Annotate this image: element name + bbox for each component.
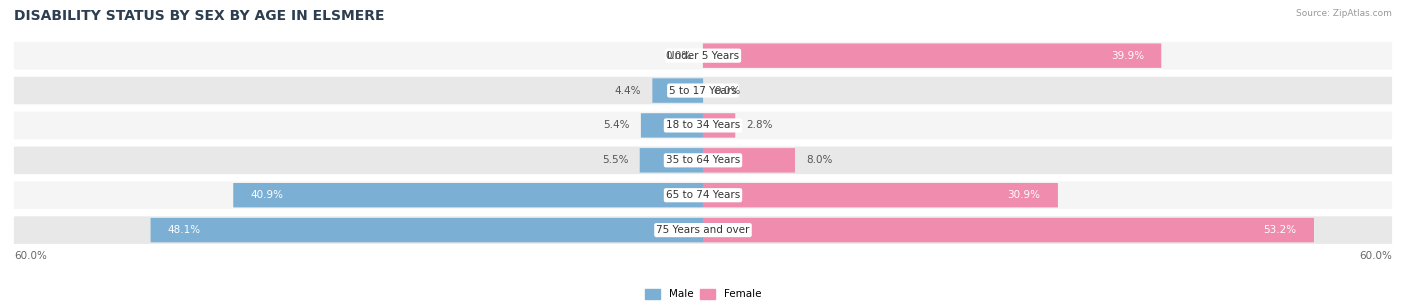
FancyBboxPatch shape xyxy=(641,113,703,138)
Text: 5.4%: 5.4% xyxy=(603,120,630,130)
Text: 5.5%: 5.5% xyxy=(602,155,628,165)
Text: 60.0%: 60.0% xyxy=(14,251,46,261)
Text: 8.0%: 8.0% xyxy=(807,155,832,165)
Text: 65 to 74 Years: 65 to 74 Years xyxy=(666,190,740,200)
Text: 35 to 64 Years: 35 to 64 Years xyxy=(666,155,740,165)
Text: 2.8%: 2.8% xyxy=(747,120,773,130)
FancyBboxPatch shape xyxy=(14,77,1392,104)
FancyBboxPatch shape xyxy=(14,42,1392,69)
FancyBboxPatch shape xyxy=(14,147,1392,174)
Text: 30.9%: 30.9% xyxy=(1008,190,1040,200)
FancyBboxPatch shape xyxy=(703,183,1057,207)
Text: 60.0%: 60.0% xyxy=(1360,251,1392,261)
FancyBboxPatch shape xyxy=(703,113,735,138)
Text: 0.0%: 0.0% xyxy=(714,85,741,95)
FancyBboxPatch shape xyxy=(703,218,1315,242)
Text: DISABILITY STATUS BY SEX BY AGE IN ELSMERE: DISABILITY STATUS BY SEX BY AGE IN ELSME… xyxy=(14,9,385,23)
FancyBboxPatch shape xyxy=(14,112,1392,139)
Text: 39.9%: 39.9% xyxy=(1111,51,1144,61)
Text: 75 Years and over: 75 Years and over xyxy=(657,225,749,235)
FancyBboxPatch shape xyxy=(640,148,703,173)
FancyBboxPatch shape xyxy=(703,43,1161,68)
Legend: Male, Female: Male, Female xyxy=(641,285,765,304)
FancyBboxPatch shape xyxy=(652,78,703,103)
Text: Source: ZipAtlas.com: Source: ZipAtlas.com xyxy=(1296,9,1392,18)
Text: 40.9%: 40.9% xyxy=(250,190,284,200)
Text: 0.0%: 0.0% xyxy=(665,51,692,61)
FancyBboxPatch shape xyxy=(703,148,794,173)
Text: 53.2%: 53.2% xyxy=(1264,225,1296,235)
Text: 5 to 17 Years: 5 to 17 Years xyxy=(669,85,737,95)
FancyBboxPatch shape xyxy=(14,181,1392,209)
Text: 48.1%: 48.1% xyxy=(167,225,201,235)
Text: 18 to 34 Years: 18 to 34 Years xyxy=(666,120,740,130)
FancyBboxPatch shape xyxy=(150,218,703,242)
Text: 4.4%: 4.4% xyxy=(614,85,641,95)
Text: Under 5 Years: Under 5 Years xyxy=(666,51,740,61)
FancyBboxPatch shape xyxy=(14,216,1392,244)
FancyBboxPatch shape xyxy=(233,183,703,207)
